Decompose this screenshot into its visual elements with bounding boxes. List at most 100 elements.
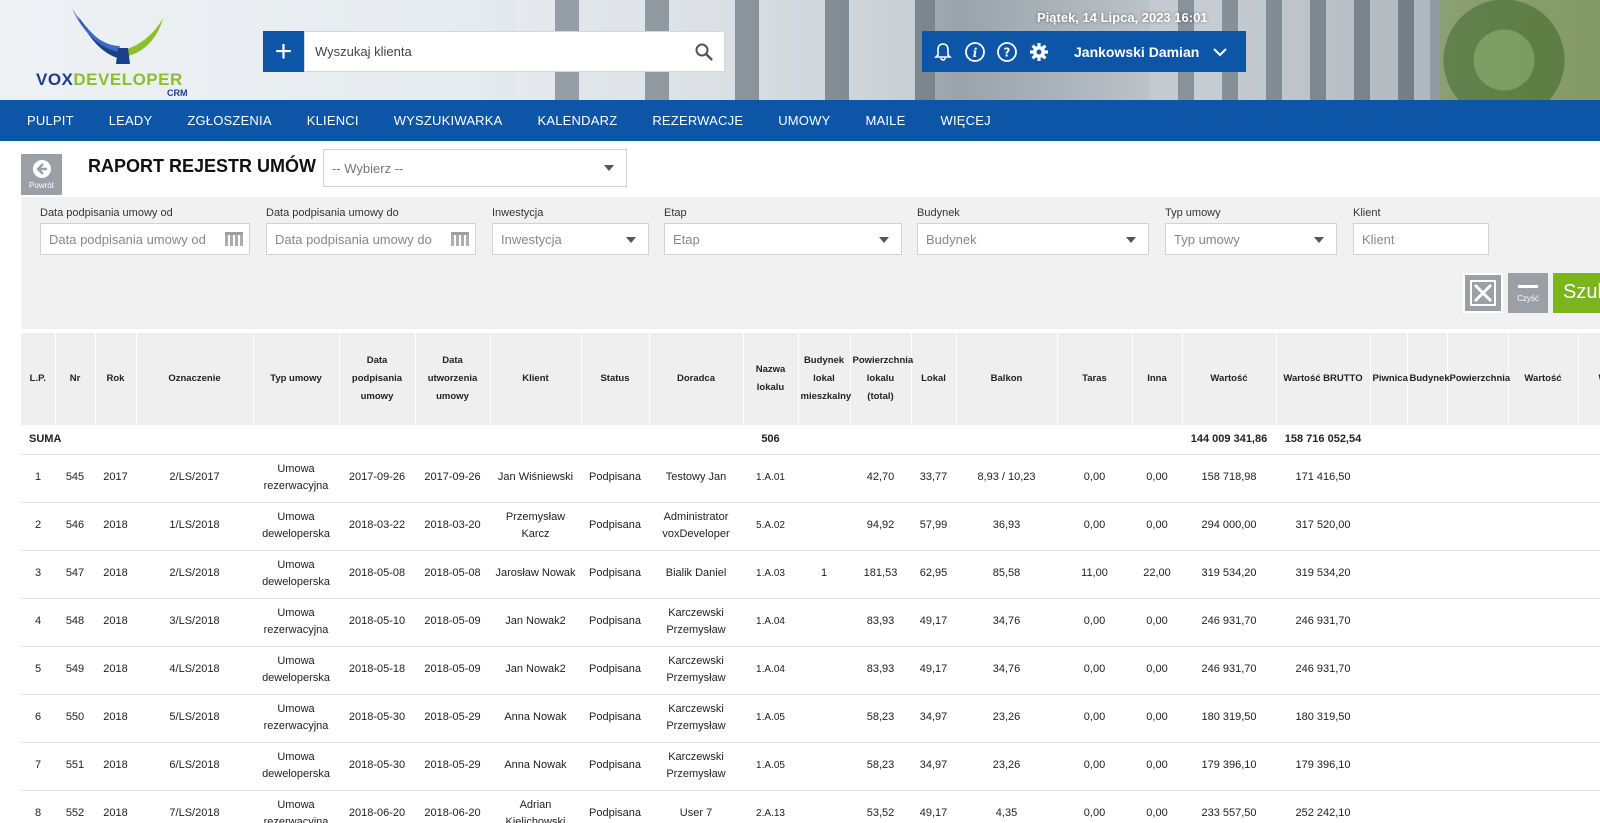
table-row[interactable]: 3 547 2018 2/LS/2018 Umowa deweloperska 2018-… <box>21 550 1600 599</box>
column-header[interactable]: Piwnica <box>1370 333 1408 425</box>
column-header[interactable]: Status <box>581 333 650 425</box>
table-cell <box>1407 550 1447 599</box>
table-cell: 0,00 <box>1132 790 1182 823</box>
table-cell: 58,23 <box>850 694 911 743</box>
user-name[interactable]: Jankowski Damian <box>1074 43 1200 60</box>
column-header[interactable]: Wartość <box>1508 333 1579 425</box>
column-header[interactable]: Typ umowy <box>253 333 340 425</box>
chevron-down-icon[interactable] <box>1209 41 1231 63</box>
klient-input[interactable]: Klient <box>1353 223 1489 255</box>
table-cell <box>1578 454 1600 503</box>
column-header[interactable]: Budynek <box>1407 333 1450 425</box>
table-row[interactable]: 4 548 2018 3/LS/2018 Umowa rezerwacyjna 2018-… <box>21 598 1600 647</box>
column-header[interactable]: Doradca <box>649 333 744 425</box>
table-cell: 2018 <box>95 550 136 599</box>
table-cell <box>798 598 850 647</box>
nav-pulpit[interactable]: PULPIT <box>27 113 74 128</box>
help-icon[interactable]: ? <box>996 41 1018 63</box>
search-button[interactable]: Szukaj <box>1553 273 1600 313</box>
table-cell: 294 000,00 <box>1182 502 1276 551</box>
info-icon[interactable]: i <box>964 41 986 63</box>
column-header[interactable]: Taras <box>1057 333 1133 425</box>
clear-button[interactable]: Czyść <box>1508 273 1548 313</box>
table-cell: 2018-05-09 <box>415 598 490 647</box>
calendar-icon[interactable] <box>451 232 469 246</box>
column-header[interactable]: Wartość <box>1182 333 1277 425</box>
table-cell: 6 <box>21 694 55 743</box>
column-header[interactable]: Wartość BRUTTO <box>1276 333 1371 425</box>
column-header[interactable]: Powierzchnia lokalu (total) <box>850 333 913 425</box>
budynek-select[interactable]: Budynek <box>917 223 1149 255</box>
nav-umowy[interactable]: UMOWY <box>778 113 831 128</box>
column-header[interactable]: Balkon <box>956 333 1058 425</box>
inwestycja-select[interactable]: Inwestycja <box>492 223 649 255</box>
nav-wyszukiwarka[interactable]: WYSZUKIWARKA <box>393 113 503 128</box>
column-header[interactable]: Nazwa lokalu <box>743 333 799 425</box>
nav-kalendarz[interactable]: KALENDARZ <box>537 113 618 128</box>
column-header[interactable]: Nr <box>55 333 96 425</box>
export-excel-button[interactable] <box>1463 273 1503 313</box>
table-row[interactable]: 5 549 2018 4/LS/2018 Umowa deweloperska 2018-… <box>21 646 1600 695</box>
column-header[interactable]: Inna <box>1132 333 1183 425</box>
table-cell <box>1407 454 1447 503</box>
filter-etap: Etap Etap <box>664 207 902 255</box>
table-cell <box>1578 502 1600 551</box>
table-cell <box>1447 790 1508 823</box>
table-cell: Umowa rezerwacyjna <box>253 694 339 743</box>
table-cell <box>798 694 850 743</box>
bell-icon[interactable] <box>932 41 954 63</box>
table-cell: 2018-05-08 <box>339 550 415 599</box>
etap-select[interactable]: Etap <box>664 223 902 255</box>
column-header[interactable]: Klient <box>490 333 582 425</box>
table-row[interactable]: 2 546 2018 1/LS/2018 Umowa deweloperska 2018-… <box>21 502 1600 551</box>
add-client-button[interactable]: + <box>263 31 304 72</box>
table-row[interactable]: 6 550 2018 5/LS/2018 Umowa rezerwacyjna 2018-… <box>21 694 1600 743</box>
search-input[interactable] <box>315 44 694 59</box>
table-row[interactable]: 8 552 2018 7/LS/2018 Umowa rezerwacyjna 2018-… <box>21 790 1600 823</box>
table-cell <box>1370 598 1407 647</box>
table-cell <box>1370 742 1407 791</box>
column-header[interactable]: Lokal <box>911 333 957 425</box>
column-header[interactable]: L.P. <box>21 333 56 425</box>
table-cell: 2018-05-29 <box>415 742 490 791</box>
table-cell: Karczewski Przemysław <box>649 646 743 695</box>
date-to-input[interactable]: Data podpisania umowy do <box>266 223 476 255</box>
report-select[interactable]: -- Wybierz -- <box>323 149 627 187</box>
back-button[interactable]: Powrót <box>21 154 62 195</box>
table-cell: 1 <box>21 454 55 503</box>
nav-leady[interactable]: LEADY <box>108 113 153 128</box>
table-cell: 2018 <box>95 646 136 695</box>
nav-wiecej[interactable]: WIĘCEJ <box>940 113 991 128</box>
table-header-row: L.P. Nr Rok Oznaczenie Typ umowy Data po… <box>21 333 1600 425</box>
column-header[interactable]: Powierzchnia <box>1447 333 1510 425</box>
search-icon[interactable] <box>694 42 714 62</box>
client-search: + <box>263 31 725 72</box>
date-from-input[interactable]: Data podpisania umowy od <box>40 223 250 255</box>
nav-maile[interactable]: MAILE <box>865 113 906 128</box>
table-cell <box>1578 598 1600 647</box>
column-header[interactable]: Data utworzenia umowy <box>415 333 491 425</box>
nav-zgloszenia[interactable]: ZGŁOSZENIA <box>187 113 272 128</box>
column-header[interactable]: Budynek lokal mieszkalny <box>798 333 851 425</box>
table-cell: 179 396,10 <box>1182 742 1276 791</box>
typ-umowy-select[interactable]: Typ umowy <box>1165 223 1337 255</box>
column-header[interactable]: Wa <box>1578 333 1600 425</box>
gear-icon[interactable] <box>1028 41 1050 63</box>
column-header[interactable]: Rok <box>95 333 137 425</box>
table-cell <box>1578 694 1600 743</box>
table-row[interactable]: 7 551 2018 6/LS/2018 Umowa deweloperska 2018-… <box>21 742 1600 791</box>
column-header[interactable]: Data podpisania umowy <box>339 333 416 425</box>
calendar-icon[interactable] <box>225 232 243 246</box>
table-cell: 49,17 <box>911 790 956 823</box>
table-cell <box>1508 742 1578 791</box>
table-cell: Umowa rezerwacyjna <box>253 598 339 647</box>
table-cell: Umowa deweloperska <box>253 550 339 599</box>
table-cell: 1.A.05 <box>743 742 798 791</box>
table-row[interactable]: 1 545 2017 2/LS/2017 Umowa rezerwacyjna 2017-… <box>21 454 1600 503</box>
column-header[interactable]: Oznaczenie <box>136 333 254 425</box>
nav-klienci[interactable]: KLIENCI <box>306 113 359 128</box>
table-cell: 6/LS/2018 <box>136 742 253 791</box>
table-cell: 83,93 <box>850 598 911 647</box>
nav-rezerwacje[interactable]: REZERWACJE <box>652 113 744 128</box>
app-logo[interactable]: VOXDEVELOPER CRM <box>30 6 200 98</box>
